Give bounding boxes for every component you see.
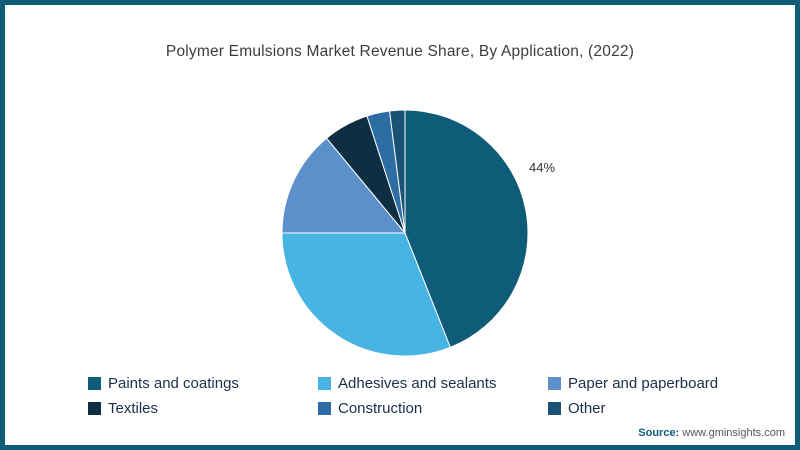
legend-swatch <box>318 402 331 415</box>
chart-title: Polymer Emulsions Market Revenue Share, … <box>165 43 635 60</box>
legend-label: Paints and coatings <box>108 375 239 392</box>
legend-label: Adhesives and sealants <box>338 375 497 392</box>
source-prefix: Source: <box>638 427 680 439</box>
legend-item: Paper and paperboard <box>548 375 778 392</box>
pie-chart <box>281 109 529 357</box>
legend-label: Textiles <box>108 400 159 417</box>
legend-label: Other <box>568 400 606 417</box>
legend-item: Textiles <box>88 400 318 417</box>
pie-slice <box>281 137 407 234</box>
legend-swatch <box>88 377 101 390</box>
source-attribution: Source: www.gminsights.com <box>638 427 785 439</box>
legend-label: Construction <box>338 400 423 417</box>
pie-slice <box>389 109 406 234</box>
pie-slice <box>281 232 451 357</box>
pie-chart-svg <box>281 109 529 357</box>
source-link[interactable]: www.gminsights.com <box>682 427 785 439</box>
pie-slice <box>404 109 529 349</box>
legend-item: Adhesives and sealants <box>318 375 548 392</box>
legend-swatch <box>318 377 331 390</box>
legend-item: Other <box>548 400 778 417</box>
legend-swatch <box>88 402 101 415</box>
legend-label: Paper and paperboard <box>568 375 719 392</box>
legend: Paints and coatings Adhesives and sealan… <box>88 375 778 417</box>
legend-swatch <box>548 402 561 415</box>
legend-swatch <box>548 377 561 390</box>
legend-item: Construction <box>318 400 548 417</box>
legend-item: Paints and coatings <box>88 375 318 392</box>
pie-data-label-paints: 44% <box>529 160 556 175</box>
